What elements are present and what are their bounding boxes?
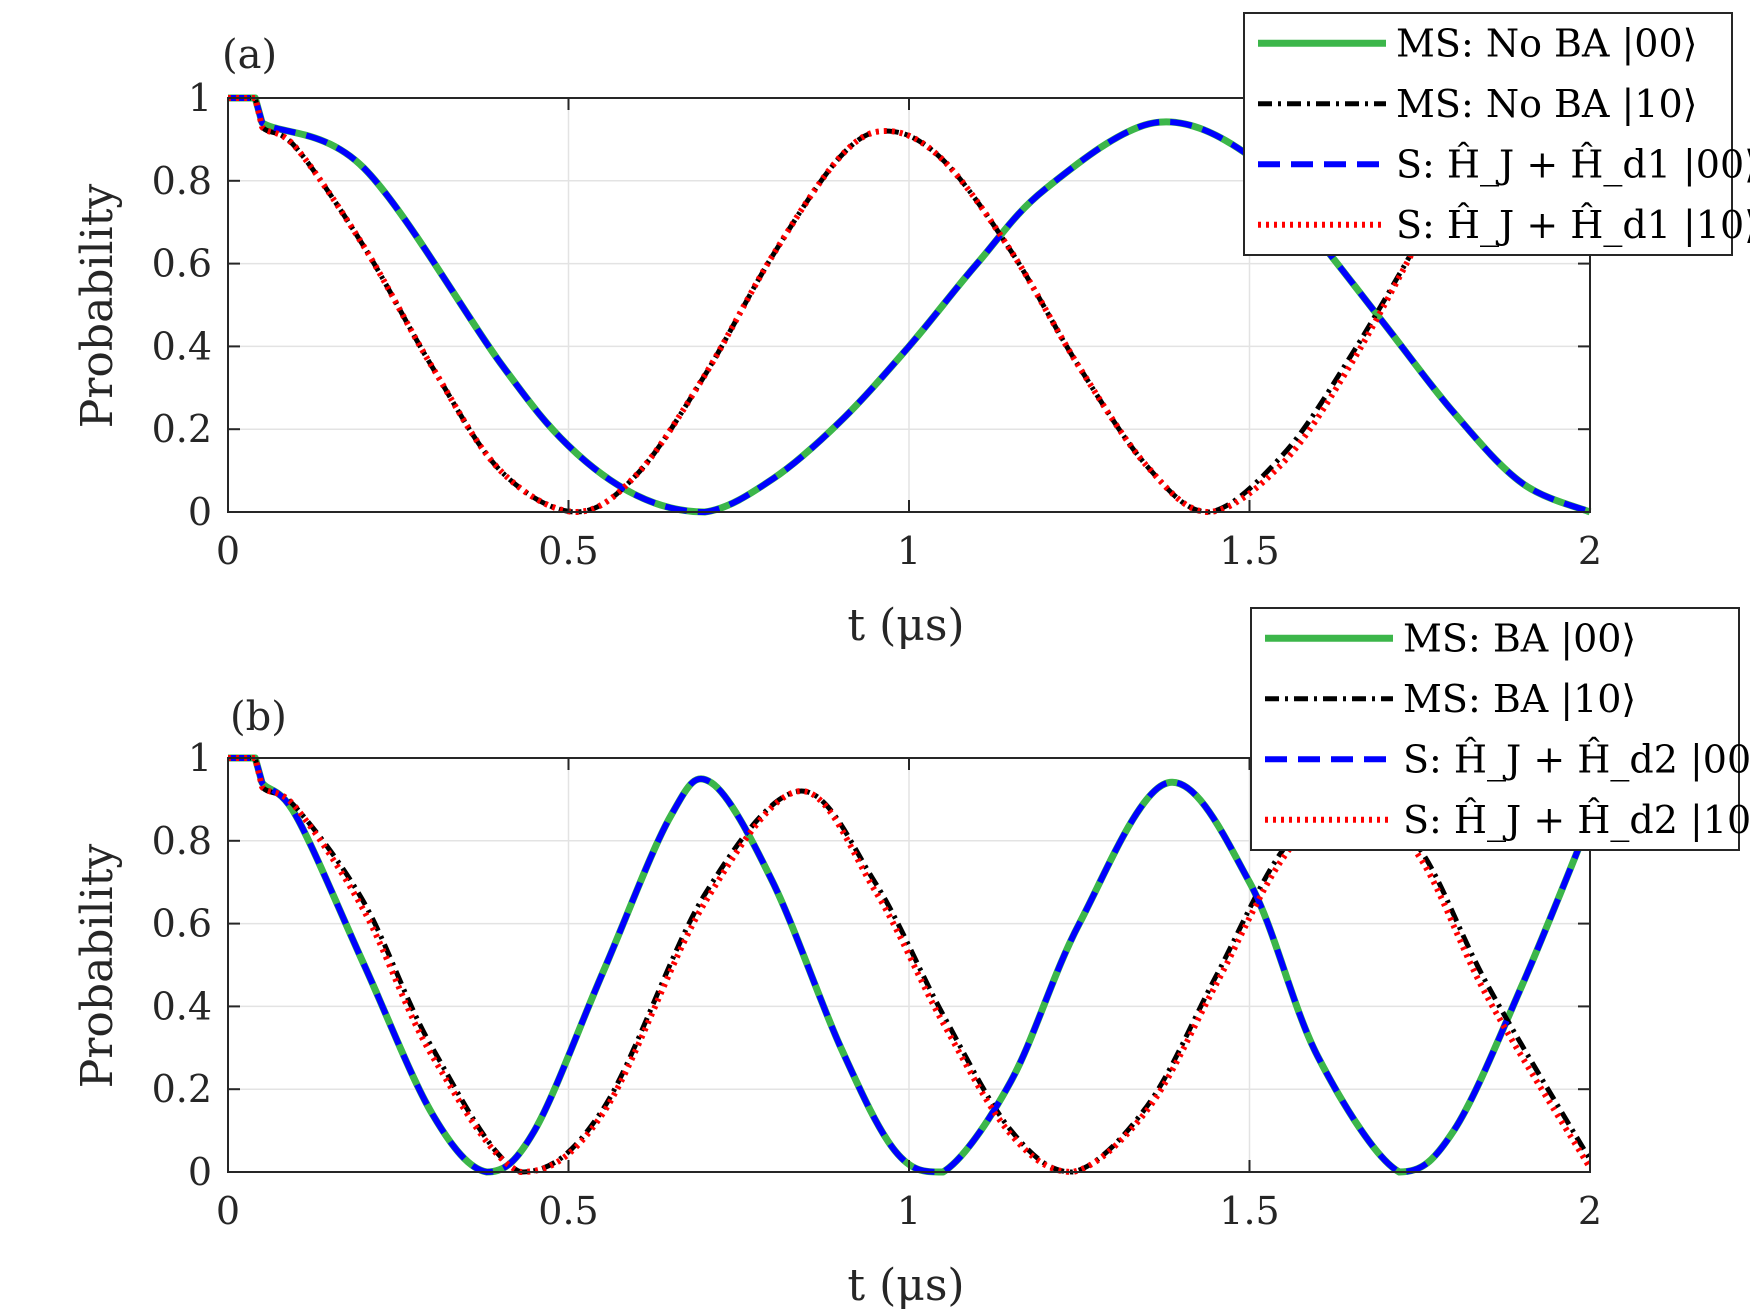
y-tick-label: 0.2 <box>152 407 212 451</box>
x-tick-label: 0 <box>216 1189 240 1233</box>
series-line-2 <box>228 95 1422 515</box>
y-tick-label: 0.4 <box>152 324 212 368</box>
x-tick-label: 0.5 <box>538 1189 598 1233</box>
legend-entry-label: MS: BA |10⟩ <box>1403 677 1636 721</box>
series-line-3 <box>227 755 1593 1175</box>
y-tick-label: 0.6 <box>152 242 212 286</box>
panel-label-b: (b) <box>230 694 287 740</box>
legend-entry-label: S: Ĥ_J + Ĥ_d2 |10⟩ <box>1403 798 1750 843</box>
legend-entry-label: S: Ĥ_J + Ĥ_d1 |10⟩ <box>1396 203 1750 248</box>
y-axis-label-b: Probability <box>72 844 123 1089</box>
series-line-2 <box>227 755 1593 1175</box>
y-tick-label: 0.8 <box>152 819 212 863</box>
ticks-a: 0 0.5 1 1.5 2 0 0.2 0.4 0.6 0.8 1 <box>152 76 1603 573</box>
legend-entry-label: MS: BA |00⟩ <box>1403 616 1636 660</box>
x-axis-label-a: t (μs) <box>847 600 964 651</box>
y-tick-label: 0.8 <box>152 159 212 203</box>
legend-entry-label: S: Ĥ_J + Ĥ_d1 |00⟩ <box>1396 142 1750 187</box>
y-tick-label: 0.4 <box>152 984 212 1028</box>
legend-entry-label: MS: No BA |10⟩ <box>1396 82 1697 126</box>
y-tick-label: 0.2 <box>152 1067 212 1111</box>
series-line-4 <box>228 95 1423 515</box>
y-tick-label: 0 <box>188 490 212 534</box>
legend-box <box>1250 607 1740 851</box>
legend-a: MS: No BA |00⟩ MS: No BA |10⟩ S: Ĥ_J + Ĥ_d… <box>1243 12 1750 256</box>
x-tick-label: 0.5 <box>538 529 598 573</box>
y-tick-label: 1 <box>188 736 212 780</box>
panel-label-a: (a) <box>222 32 277 78</box>
x-tick-label: 1 <box>897 1189 921 1233</box>
legend-entry-label: MS: No BA |00⟩ <box>1396 21 1697 65</box>
x-tick-label: 2 <box>1578 1189 1602 1233</box>
series-line-3 <box>228 95 1592 515</box>
x-tick-label: 1.5 <box>1219 529 1279 573</box>
x-tick-label: 0 <box>216 529 240 573</box>
ticks-b: 0 0.5 1 1.5 2 0 0.2 0.4 0.6 0.8 1 <box>152 736 1603 1233</box>
y-tick-label: 1 <box>188 76 212 120</box>
y-tick-label: 0 <box>188 1150 212 1194</box>
x-tick-label: 2 <box>1578 529 1602 573</box>
x-axis-label-b: t (μs) <box>847 1260 964 1311</box>
x-tick-label: 1.5 <box>1219 1189 1279 1233</box>
x-tick-label: 1 <box>897 529 921 573</box>
panel-a: 0 0.5 1 1.5 2 0 0.2 0.4 0.6 0.8 1 (a) t (μs) Proba… <box>72 12 1750 651</box>
panel-b: 0 0.5 1 1.5 2 0 0.2 0.4 0.6 0.8 1 (b) t (μs) Proba… <box>72 607 1750 1311</box>
legend-entry-label: S: Ĥ_J + Ĥ_d2 |00⟩ <box>1403 737 1750 782</box>
y-axis-label-a: Probability <box>72 184 123 429</box>
y-tick-label: 0.6 <box>152 902 212 946</box>
legend-box <box>1243 12 1733 256</box>
legend-b: MS: BA |00⟩ MS: BA |10⟩ S: Ĥ_J + Ĥ_d2 |00⟩… <box>1250 607 1750 851</box>
